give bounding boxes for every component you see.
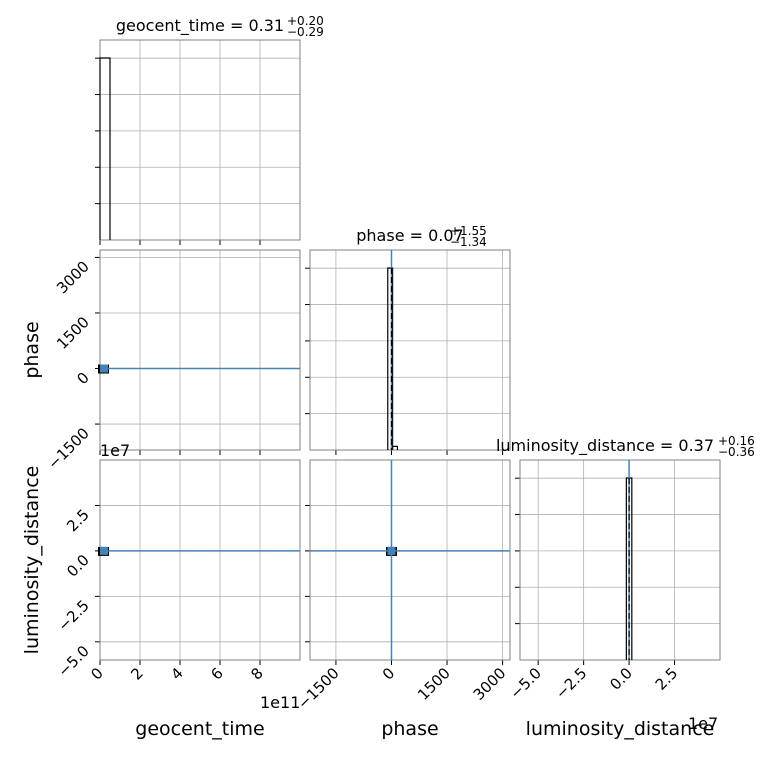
frame-0-0 bbox=[99, 39, 301, 241]
title-phase-plus: +1.55 bbox=[450, 224, 487, 238]
hist-bar-geocent-time-0 bbox=[99, 57, 111, 240]
offset-geocent-time: 1e11 bbox=[260, 693, 300, 712]
xtick-label-luminosity-distance-0: −5.0 bbox=[507, 664, 545, 702]
ylabel-phase: phase bbox=[21, 321, 43, 378]
xtick-label-phase-2: 1500 bbox=[414, 664, 454, 704]
offset-lumdist-y: 1e7 bbox=[100, 441, 130, 460]
hist-bar-phase-0 bbox=[387, 267, 394, 450]
ytick-label-phase-2: 1500 bbox=[53, 313, 93, 353]
panel-2-2 bbox=[515, 459, 721, 665]
xtick-label-geocent-time-0: 0 bbox=[87, 664, 106, 683]
ytick-label-phase-0: −1500 bbox=[44, 424, 93, 473]
xtick-label-phase-3: 3000 bbox=[470, 664, 510, 704]
frame-1-1 bbox=[309, 249, 511, 451]
ytick-label-luminosity-distance-0: −5.0 bbox=[54, 642, 92, 680]
frame-1-0 bbox=[99, 249, 301, 451]
frame-2-0 bbox=[99, 459, 301, 661]
truth-marker-2-1 bbox=[387, 546, 396, 555]
title-phase-minus: −1.34 bbox=[450, 235, 487, 249]
xtick-label-phase-1: 0 bbox=[379, 664, 398, 683]
title-geocent-time-plus: +0.20 bbox=[287, 14, 324, 28]
panel-1-1 bbox=[305, 249, 511, 455]
xtick-label-luminosity-distance-2: 0.0 bbox=[606, 664, 636, 694]
xlabel-geocent-time: geocent_time bbox=[135, 718, 264, 740]
ytick-label-luminosity-distance-2: 0.0 bbox=[63, 551, 93, 581]
ytick-label-phase-1: 0 bbox=[73, 369, 92, 388]
title-luminosity-distance-minus: −0.36 bbox=[718, 445, 755, 459]
hist-bar-phase-1 bbox=[391, 445, 399, 450]
frame-2-2 bbox=[519, 459, 721, 661]
xtick-label-luminosity-distance-1: −2.5 bbox=[552, 664, 590, 702]
title-geocent-time: geocent_time = 0.31 bbox=[116, 16, 284, 36]
title-luminosity-distance-plus: +0.16 bbox=[718, 434, 755, 448]
panel-2-1 bbox=[305, 459, 511, 665]
title-phase: phase = 0.07 bbox=[356, 226, 463, 245]
panel-2-0 bbox=[95, 459, 301, 665]
frame-2-1 bbox=[309, 459, 511, 661]
panel-0-0 bbox=[95, 39, 301, 245]
title-luminosity-distance: luminosity_distance = 0.37 bbox=[496, 436, 714, 456]
ytick-label-luminosity-distance-1: −2.5 bbox=[54, 596, 92, 634]
truth-marker-2-0 bbox=[100, 546, 108, 555]
xtick-label-geocent-time-2: 4 bbox=[167, 664, 186, 683]
xlabel-luminosity-distance: luminosity_distance bbox=[526, 718, 715, 740]
xtick-label-luminosity-distance-3: 2.5 bbox=[652, 664, 682, 694]
ytick-label-luminosity-distance-3: 2.5 bbox=[63, 506, 93, 536]
xtick-label-geocent-time-4: 8 bbox=[247, 664, 266, 683]
ylabel-luminosity-distance: luminosity_distance bbox=[21, 466, 43, 655]
ytick-label-phase-3: 3000 bbox=[53, 258, 93, 298]
offset-lumdist-x: 1e7 bbox=[688, 714, 718, 733]
xtick-label-geocent-time-1: 2 bbox=[127, 664, 146, 683]
xtick-label-geocent-time-3: 6 bbox=[207, 664, 226, 683]
truth-marker-1-0 bbox=[100, 364, 108, 373]
title-geocent-time-minus: −0.29 bbox=[287, 25, 324, 39]
xlabel-phase: phase bbox=[381, 718, 438, 740]
xtick-label-phase-0: −1500 bbox=[294, 664, 343, 713]
panel-1-0 bbox=[95, 249, 301, 455]
